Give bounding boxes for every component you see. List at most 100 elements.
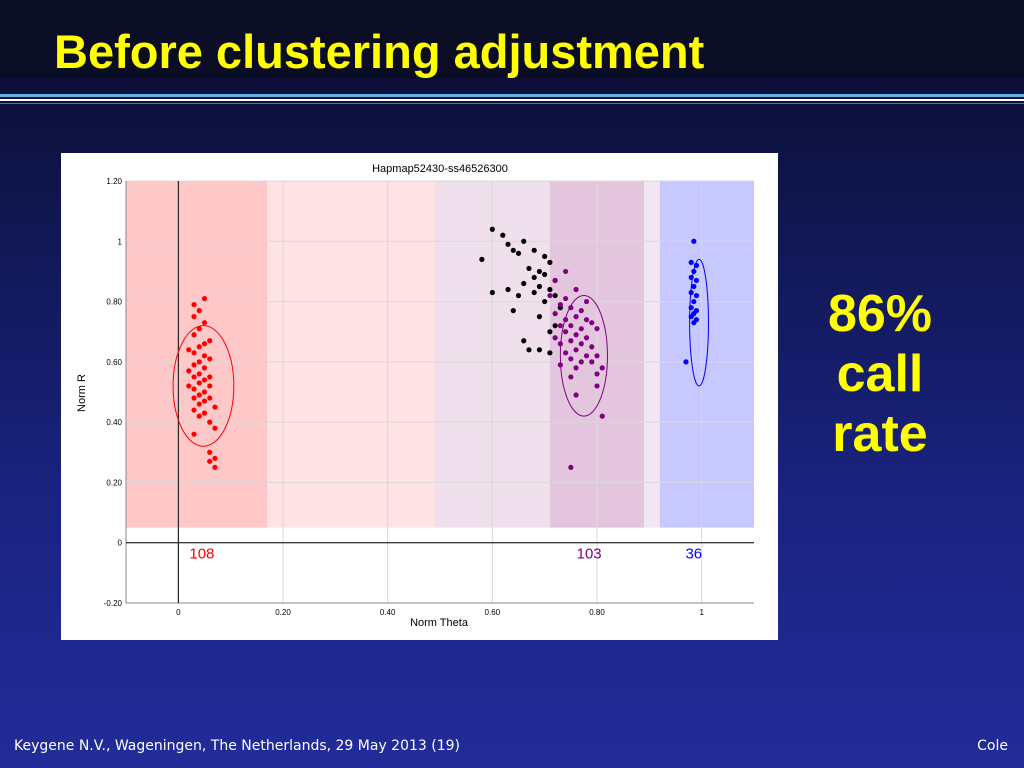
data-point xyxy=(489,289,495,296)
data-point xyxy=(207,458,213,464)
data-point xyxy=(196,401,202,407)
chart-labels: Hapmap52430-ss46526300 Norm Theta Norm R… xyxy=(76,163,702,629)
data-point xyxy=(186,368,192,374)
data-point xyxy=(196,371,202,377)
data-point xyxy=(526,347,532,353)
data-point xyxy=(521,280,527,287)
y-tick-label: 0.20 xyxy=(106,478,122,487)
footer-left: Keygene N.V., Wageningen, The Netherland… xyxy=(14,738,461,754)
data-point xyxy=(196,326,202,332)
y-tick-label: -0.20 xyxy=(104,599,123,608)
data-point xyxy=(515,292,522,299)
data-point xyxy=(201,389,208,395)
data-point xyxy=(568,323,574,329)
data-point xyxy=(531,289,537,296)
y-tick-label: 1 xyxy=(118,237,123,246)
data-point xyxy=(563,295,569,302)
data-point xyxy=(207,383,213,389)
title-rule-top xyxy=(0,94,1024,97)
data-point xyxy=(552,277,558,284)
data-point xyxy=(693,292,700,299)
data-point xyxy=(191,332,197,338)
data-point xyxy=(573,286,579,293)
cluster-ellipse-0 xyxy=(172,325,235,447)
scatter-chart: 0 0.20 0.40 0.60 0.80 1 -0.20 0 0.20 0.40 0.60 0.80… xyxy=(76,163,754,629)
slide-title: Before clustering adjustment xyxy=(54,25,705,78)
data-point xyxy=(531,274,537,281)
data-point xyxy=(693,262,700,268)
data-point xyxy=(201,410,208,416)
data-point xyxy=(536,268,543,275)
data-point xyxy=(547,292,553,299)
data-point xyxy=(201,365,208,371)
data-point xyxy=(207,356,213,362)
data-point xyxy=(191,395,197,401)
data-point xyxy=(521,338,527,344)
data-point xyxy=(196,392,202,398)
data-point xyxy=(505,286,511,293)
data-point xyxy=(552,311,558,317)
title-rule-bottom xyxy=(0,103,1024,104)
data-point xyxy=(547,329,553,335)
data-point xyxy=(531,247,537,253)
data-point xyxy=(207,395,213,401)
data-point xyxy=(691,298,697,305)
data-point xyxy=(212,455,218,461)
data-point xyxy=(191,407,197,413)
data-point xyxy=(688,289,694,296)
data-point xyxy=(536,283,543,290)
data-point xyxy=(557,341,563,347)
cluster-count-label: 103 xyxy=(577,546,602,563)
chart-panel: 0 0.20 0.40 0.60 0.80 1 -0.20 0 0.20 0.40 0.60 0.80… xyxy=(61,153,778,640)
data-point xyxy=(691,320,697,326)
data-point xyxy=(589,359,595,365)
data-point xyxy=(552,323,558,329)
data-point xyxy=(573,392,579,398)
x-tick-label: 0.20 xyxy=(275,608,291,617)
data-point xyxy=(563,329,569,335)
data-point xyxy=(207,419,213,425)
data-point xyxy=(479,256,485,262)
data-point xyxy=(688,305,694,311)
y-axis-label: Norm R xyxy=(76,374,88,412)
data-point xyxy=(186,347,192,353)
data-point xyxy=(201,398,208,404)
y-tick-label: 0.60 xyxy=(106,358,122,367)
data-point xyxy=(196,359,202,365)
data-point xyxy=(563,350,569,356)
data-point xyxy=(212,464,218,470)
data-point xyxy=(547,259,553,265)
data-point xyxy=(594,353,600,359)
data-point xyxy=(500,232,506,238)
data-point xyxy=(489,226,495,232)
data-point xyxy=(196,413,202,419)
data-point xyxy=(196,344,202,350)
data-point xyxy=(578,359,584,365)
data-point xyxy=(207,374,213,380)
data-point xyxy=(186,383,192,389)
data-point xyxy=(196,308,202,314)
y-tick-label: 0.40 xyxy=(106,418,122,427)
data-point xyxy=(568,356,574,362)
data-point xyxy=(683,359,689,365)
data-point xyxy=(201,377,208,383)
data-point xyxy=(191,301,197,308)
data-point xyxy=(526,265,532,272)
data-point xyxy=(212,425,218,431)
data-point xyxy=(201,320,208,326)
data-point xyxy=(191,374,197,380)
data-point xyxy=(568,464,574,470)
data-point xyxy=(557,301,563,308)
data-point xyxy=(693,277,700,284)
cluster-count-label: 36 xyxy=(685,546,702,563)
data-point xyxy=(201,341,208,347)
call-rate-callout: 86% call rate xyxy=(790,284,970,464)
data-point xyxy=(578,341,584,347)
data-point xyxy=(578,308,584,314)
title-band xyxy=(0,0,1024,78)
data-point xyxy=(563,268,569,275)
data-point xyxy=(583,317,590,323)
x-tick-label: 0.80 xyxy=(589,608,605,617)
data-point xyxy=(691,238,697,244)
data-point xyxy=(201,295,208,302)
